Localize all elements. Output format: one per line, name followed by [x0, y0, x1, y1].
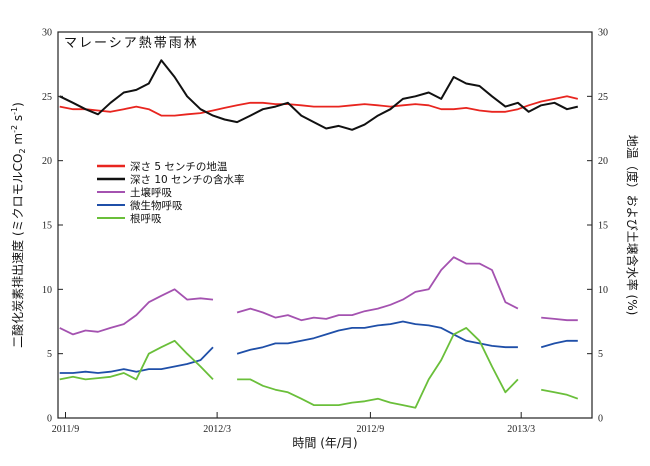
series-line-4 [59, 327, 579, 409]
x-tick-label: 2012/3 [203, 424, 231, 435]
series-layer [59, 59, 579, 409]
y-tick-label: 20 [42, 156, 52, 167]
series-line-2 [59, 256, 578, 336]
series-line-1 [59, 59, 579, 131]
series-line-3 [59, 320, 578, 374]
y-tick-label: 15 [42, 221, 52, 232]
chart-title: マレーシア熱帯雨林 [64, 36, 199, 51]
y-label-part: ) [11, 102, 25, 107]
y-label-sup: -2 [10, 125, 19, 133]
series-line-0 [59, 95, 579, 117]
y-tick-label: 5 [47, 349, 52, 360]
y-axis-label: 二酸化炭素排出速度 (ミクロモルCO2 m-2 s-1) [10, 102, 27, 348]
y2-tick-label: 20 [598, 156, 608, 167]
x-tick-label: 2013/3 [507, 424, 535, 435]
y2-tick-label: 0 [598, 414, 603, 425]
y-label-part: s [11, 115, 25, 125]
y2-tick-label: 5 [598, 349, 603, 360]
legend-label: 微生物呼吸 [130, 199, 183, 212]
y-tick-label: 30 [42, 28, 52, 39]
y-tick-label: 10 [42, 285, 52, 296]
y2-tick-label: 10 [598, 285, 608, 296]
ticks-layer: 0 5 10 15 20 25 30 0 5 10 15 20 25 30 2011/9 2012/3 2012… [42, 28, 608, 436]
y-tick-label: 0 [47, 414, 52, 425]
y-label-sup: -1 [10, 107, 19, 115]
x-tick-label: 2011/9 [52, 424, 79, 435]
y-tick-label: 25 [42, 92, 52, 103]
legend-label: 深さ 5 センチの地温 [130, 160, 228, 173]
y2-tick-label: 15 [598, 221, 608, 232]
y2-tick-label: 30 [598, 28, 608, 39]
legend-label: 根呼吸 [130, 212, 162, 225]
y-label-part: m [11, 133, 25, 149]
x-tick-label: 2012/9 [357, 424, 385, 435]
y2-axis-label: 地温（度）および土壌含水率 (%) [625, 135, 640, 316]
y-label-sub: 2 [18, 148, 27, 153]
legend-label: 深さ 10 センチの含水率 [130, 173, 245, 186]
x-axis-label: 時間 (年/月) [292, 436, 357, 450]
legend-label: 土壌呼吸 [130, 186, 172, 199]
y2-tick-label: 25 [598, 92, 608, 103]
y-label-part: 二酸化炭素排出速度 (ミクロモルCO [10, 154, 25, 348]
